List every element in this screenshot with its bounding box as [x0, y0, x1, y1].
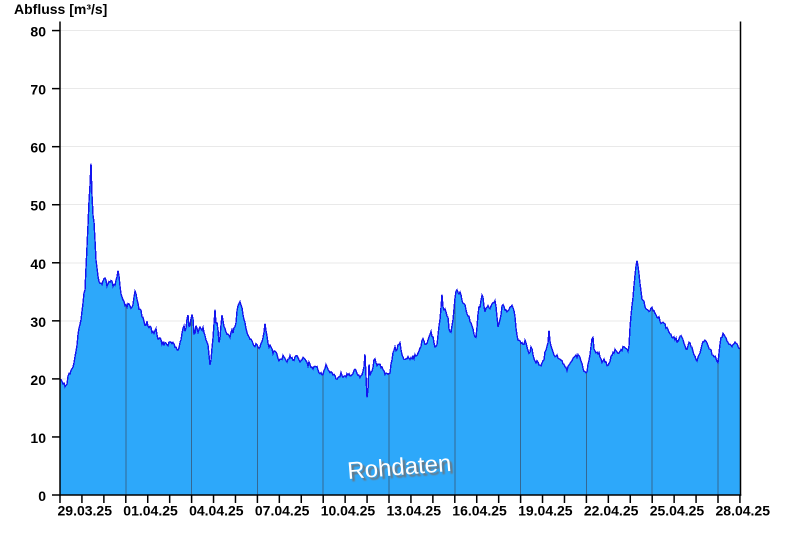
svg-text:10.04.25: 10.04.25: [321, 503, 376, 519]
svg-text:60: 60: [30, 140, 46, 156]
svg-text:19.04.25: 19.04.25: [518, 503, 573, 519]
svg-text:16.04.25: 16.04.25: [452, 503, 507, 519]
svg-text:01.04.25: 01.04.25: [123, 503, 178, 519]
svg-text:80: 80: [30, 24, 46, 40]
svg-text:10: 10: [30, 430, 46, 446]
svg-text:13.04.25: 13.04.25: [387, 503, 442, 519]
svg-text:22.04.25: 22.04.25: [584, 503, 639, 519]
svg-text:20: 20: [30, 372, 46, 388]
svg-text:04.04.25: 04.04.25: [189, 503, 244, 519]
svg-text:Abfluss [m³/s]: Abfluss [m³/s]: [14, 1, 107, 17]
svg-text:40: 40: [30, 256, 46, 272]
svg-text:28.04.25: 28.04.25: [716, 503, 771, 519]
svg-text:0: 0: [38, 488, 46, 504]
svg-text:70: 70: [30, 82, 46, 98]
svg-text:07.04.25: 07.04.25: [255, 503, 310, 519]
svg-text:25.04.25: 25.04.25: [650, 503, 705, 519]
svg-text:29.03.25: 29.03.25: [58, 503, 113, 519]
svg-text:50: 50: [30, 198, 46, 214]
svg-text:30: 30: [30, 314, 46, 330]
